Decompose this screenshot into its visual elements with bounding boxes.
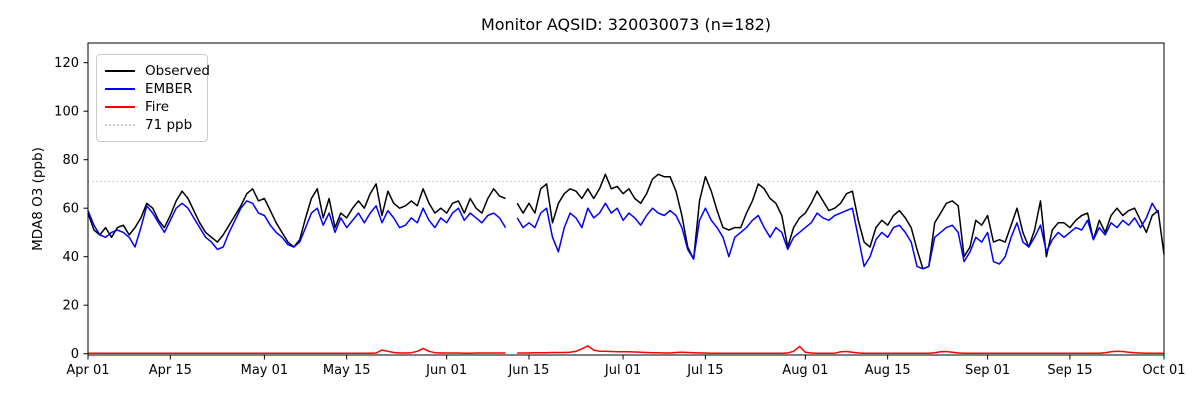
observed-line-swatch xyxy=(105,70,135,72)
legend-item-threshold: 71 ppb xyxy=(105,116,198,134)
series-ember-line xyxy=(516,202,1159,270)
x-tick-label: May 15 xyxy=(323,363,371,378)
chart-title: Monitor AQSID: 320030073 (n=182) xyxy=(480,15,772,34)
y-tick-label: 60 xyxy=(62,202,79,217)
x-tick-label: Apr 01 xyxy=(66,363,109,378)
x-tick-label: Sep 15 xyxy=(1047,363,1092,378)
series-observed-line xyxy=(87,183,506,248)
ember-line-swatch xyxy=(105,88,135,90)
legend-label: Observed xyxy=(145,63,210,79)
series-ember-line xyxy=(87,200,507,251)
threshold-line-swatch xyxy=(105,124,135,126)
series-observed-line xyxy=(516,173,1165,270)
x-tick-label: Jul 15 xyxy=(686,363,723,378)
legend-label: 71 ppb xyxy=(145,117,193,133)
x-tick-label: Jul 01 xyxy=(604,363,641,378)
x-tick-label: Aug 15 xyxy=(865,363,911,378)
legend-item-ember: EMBER xyxy=(105,80,198,98)
x-tick-label: Sep 01 xyxy=(965,363,1010,378)
legend-label: Fire xyxy=(145,99,170,115)
y-tick-label: 40 xyxy=(62,250,79,265)
legend-label: EMBER xyxy=(145,81,193,97)
y-tick-label: 0 xyxy=(71,347,79,362)
plot-border xyxy=(87,42,1165,356)
legend-item-observed: Observed xyxy=(105,62,210,80)
x-tick-label: Aug 01 xyxy=(782,363,828,378)
fire-line-swatch xyxy=(105,106,135,108)
y-tick-label: 80 xyxy=(62,153,79,168)
y-tick-label: 100 xyxy=(54,105,79,120)
x-tick-label: Jun 01 xyxy=(425,363,467,378)
legend: Observed EMBER Fire 71 ppb xyxy=(96,54,210,142)
legend-item-fire: Fire xyxy=(105,98,198,116)
x-tick-label: May 01 xyxy=(241,363,289,378)
x-tick-label: Jun 15 xyxy=(507,363,549,378)
series-fire-line xyxy=(88,347,506,354)
x-tick-label: Oct 01 xyxy=(1142,363,1185,378)
series-fire-line xyxy=(517,345,1164,354)
y-tick-label: 120 xyxy=(54,56,79,71)
x-tick-label: Apr 15 xyxy=(149,363,192,378)
y-tick-label: 20 xyxy=(62,299,79,314)
